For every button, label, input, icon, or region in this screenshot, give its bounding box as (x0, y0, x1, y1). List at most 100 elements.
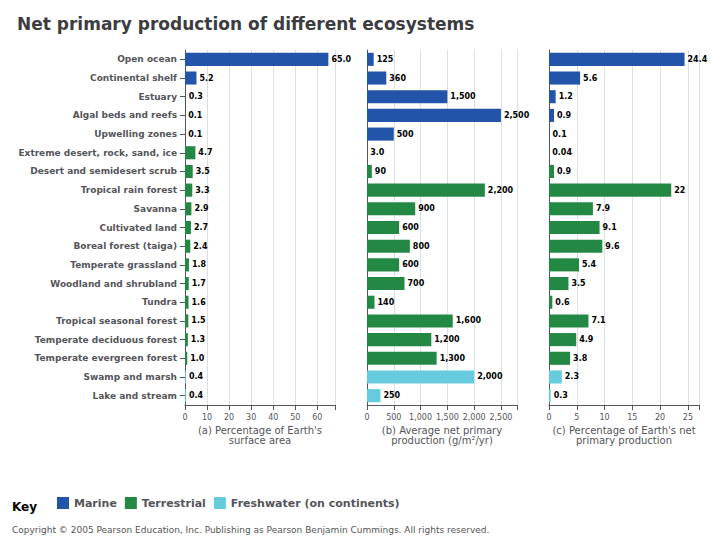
svg-text:700: 700 (408, 279, 425, 288)
svg-text:90: 90 (375, 167, 387, 176)
svg-text:30: 30 (246, 413, 256, 422)
svg-text:1.8: 1.8 (192, 260, 207, 269)
svg-text:900: 900 (418, 204, 435, 213)
svg-text:1,500: 1,500 (436, 413, 459, 422)
svg-text:Marine: Marine (74, 497, 117, 510)
svg-text:140: 140 (378, 298, 395, 307)
svg-text:600: 600 (402, 223, 419, 232)
svg-text:1.5: 1.5 (191, 316, 206, 325)
svg-text:5: 5 (574, 413, 579, 422)
svg-text:360: 360 (389, 74, 406, 83)
svg-text:5.4: 5.4 (582, 260, 597, 269)
svg-text:24.4: 24.4 (688, 55, 708, 64)
svg-text:1.6: 1.6 (192, 298, 207, 307)
svg-text:5.2: 5.2 (199, 74, 213, 83)
svg-text:9.6: 9.6 (605, 242, 620, 251)
svg-text:60: 60 (312, 413, 322, 422)
svg-text:500: 500 (397, 130, 414, 139)
svg-text:3.8: 3.8 (573, 354, 588, 363)
svg-text:2.3: 2.3 (565, 372, 579, 381)
svg-text:Copyright © 2005 Pearson Educa: Copyright © 2005 Pearson Education, Inc.… (12, 525, 489, 535)
svg-text:Temperate evergreen forest: Temperate evergreen forest (35, 353, 178, 363)
svg-text:0.9: 0.9 (557, 111, 572, 120)
svg-text:Terrestrial: Terrestrial (142, 497, 206, 510)
svg-text:25: 25 (683, 413, 693, 422)
svg-text:Open ocean: Open ocean (117, 54, 177, 64)
svg-text:Continental shelf: Continental shelf (90, 73, 177, 83)
svg-text:2,200: 2,200 (488, 186, 514, 195)
svg-text:7.1: 7.1 (591, 316, 606, 325)
svg-text:2,500: 2,500 (489, 413, 512, 422)
svg-text:3.0: 3.0 (370, 148, 385, 157)
svg-text:3.5: 3.5 (571, 279, 586, 288)
svg-text:0.4: 0.4 (189, 391, 204, 400)
svg-text:1,500: 1,500 (450, 92, 476, 101)
svg-text:0.3: 0.3 (554, 391, 568, 400)
svg-text:surface area: surface area (229, 435, 291, 446)
svg-text:0: 0 (182, 413, 187, 422)
svg-text:0.04: 0.04 (552, 148, 572, 157)
svg-text:0.9: 0.9 (557, 167, 572, 176)
svg-text:Lake and stream: Lake and stream (93, 391, 178, 401)
svg-text:2.7: 2.7 (194, 223, 208, 232)
svg-text:Temperate deciduous forest: Temperate deciduous forest (35, 335, 178, 345)
svg-text:Tropical seasonal forest: Tropical seasonal forest (56, 316, 178, 326)
svg-text:4.9: 4.9 (579, 335, 594, 344)
svg-text:50: 50 (290, 413, 300, 422)
svg-text:0: 0 (364, 413, 369, 422)
svg-text:2,500: 2,500 (504, 111, 530, 120)
svg-text:15: 15 (627, 413, 637, 422)
svg-text:Tundra: Tundra (142, 297, 177, 307)
svg-text:1.7: 1.7 (192, 279, 206, 288)
svg-text:1,300: 1,300 (440, 354, 466, 363)
svg-text:primary production: primary production (576, 435, 672, 446)
svg-text:22: 22 (674, 186, 685, 195)
svg-text:Temperate grassland: Temperate grassland (70, 260, 177, 270)
svg-text:1,200: 1,200 (434, 335, 460, 344)
svg-text:Extreme desert, rock, sand, ic: Extreme desert, rock, sand, ice (18, 148, 177, 158)
svg-text:600: 600 (402, 260, 419, 269)
svg-text:1.2: 1.2 (559, 92, 573, 101)
svg-text:Swamp and marsh: Swamp and marsh (83, 372, 177, 382)
svg-text:250: 250 (383, 391, 400, 400)
svg-text:125: 125 (377, 55, 394, 64)
svg-text:800: 800 (413, 242, 430, 251)
svg-text:Desert and semidesert scrub: Desert and semidesert scrub (30, 166, 177, 176)
svg-text:0.3: 0.3 (189, 92, 203, 101)
svg-text:0.4: 0.4 (189, 372, 204, 381)
svg-text:0.1: 0.1 (553, 130, 568, 139)
svg-text:10: 10 (599, 413, 609, 422)
svg-text:7.9: 7.9 (596, 204, 611, 213)
svg-text:production (g/m²/yr): production (g/m²/yr) (391, 435, 493, 446)
svg-text:1,600: 1,600 (456, 316, 482, 325)
svg-text:Savanna: Savanna (134, 204, 177, 214)
svg-text:40: 40 (268, 413, 278, 422)
svg-text:0.6: 0.6 (555, 298, 570, 307)
svg-text:2.4: 2.4 (193, 242, 208, 251)
svg-text:Upwelling zones: Upwelling zones (94, 129, 177, 139)
svg-text:2,000: 2,000 (463, 413, 486, 422)
svg-text:0.1: 0.1 (188, 130, 203, 139)
svg-text:Freshwater (on continents): Freshwater (on continents) (231, 497, 400, 510)
svg-text:1.0: 1.0 (190, 354, 205, 363)
svg-text:20: 20 (224, 413, 234, 422)
svg-text:2.9: 2.9 (194, 204, 209, 213)
svg-text:0.1: 0.1 (188, 111, 203, 120)
svg-text:Tropical rain forest: Tropical rain forest (81, 185, 178, 195)
svg-text:Estuary: Estuary (138, 92, 177, 102)
svg-text:500: 500 (386, 413, 401, 422)
svg-text:10: 10 (202, 413, 212, 422)
svg-text:1,000: 1,000 (409, 413, 432, 422)
svg-text:0: 0 (546, 413, 551, 422)
svg-text:65.0: 65.0 (331, 55, 351, 64)
svg-text:3.3: 3.3 (195, 186, 209, 195)
svg-text:Algal beds and reefs: Algal beds and reefs (73, 110, 177, 120)
svg-text:2,000: 2,000 (477, 372, 503, 381)
svg-text:20: 20 (655, 413, 665, 422)
svg-text:9.1: 9.1 (603, 223, 618, 232)
svg-text:Net primary production of diff: Net primary production of different ecos… (17, 14, 474, 34)
svg-text:Key: Key (12, 500, 37, 514)
svg-text:3.5: 3.5 (196, 167, 211, 176)
svg-text:Boreal forest (taiga): Boreal forest (taiga) (73, 241, 177, 251)
svg-text:4.7: 4.7 (198, 148, 212, 157)
